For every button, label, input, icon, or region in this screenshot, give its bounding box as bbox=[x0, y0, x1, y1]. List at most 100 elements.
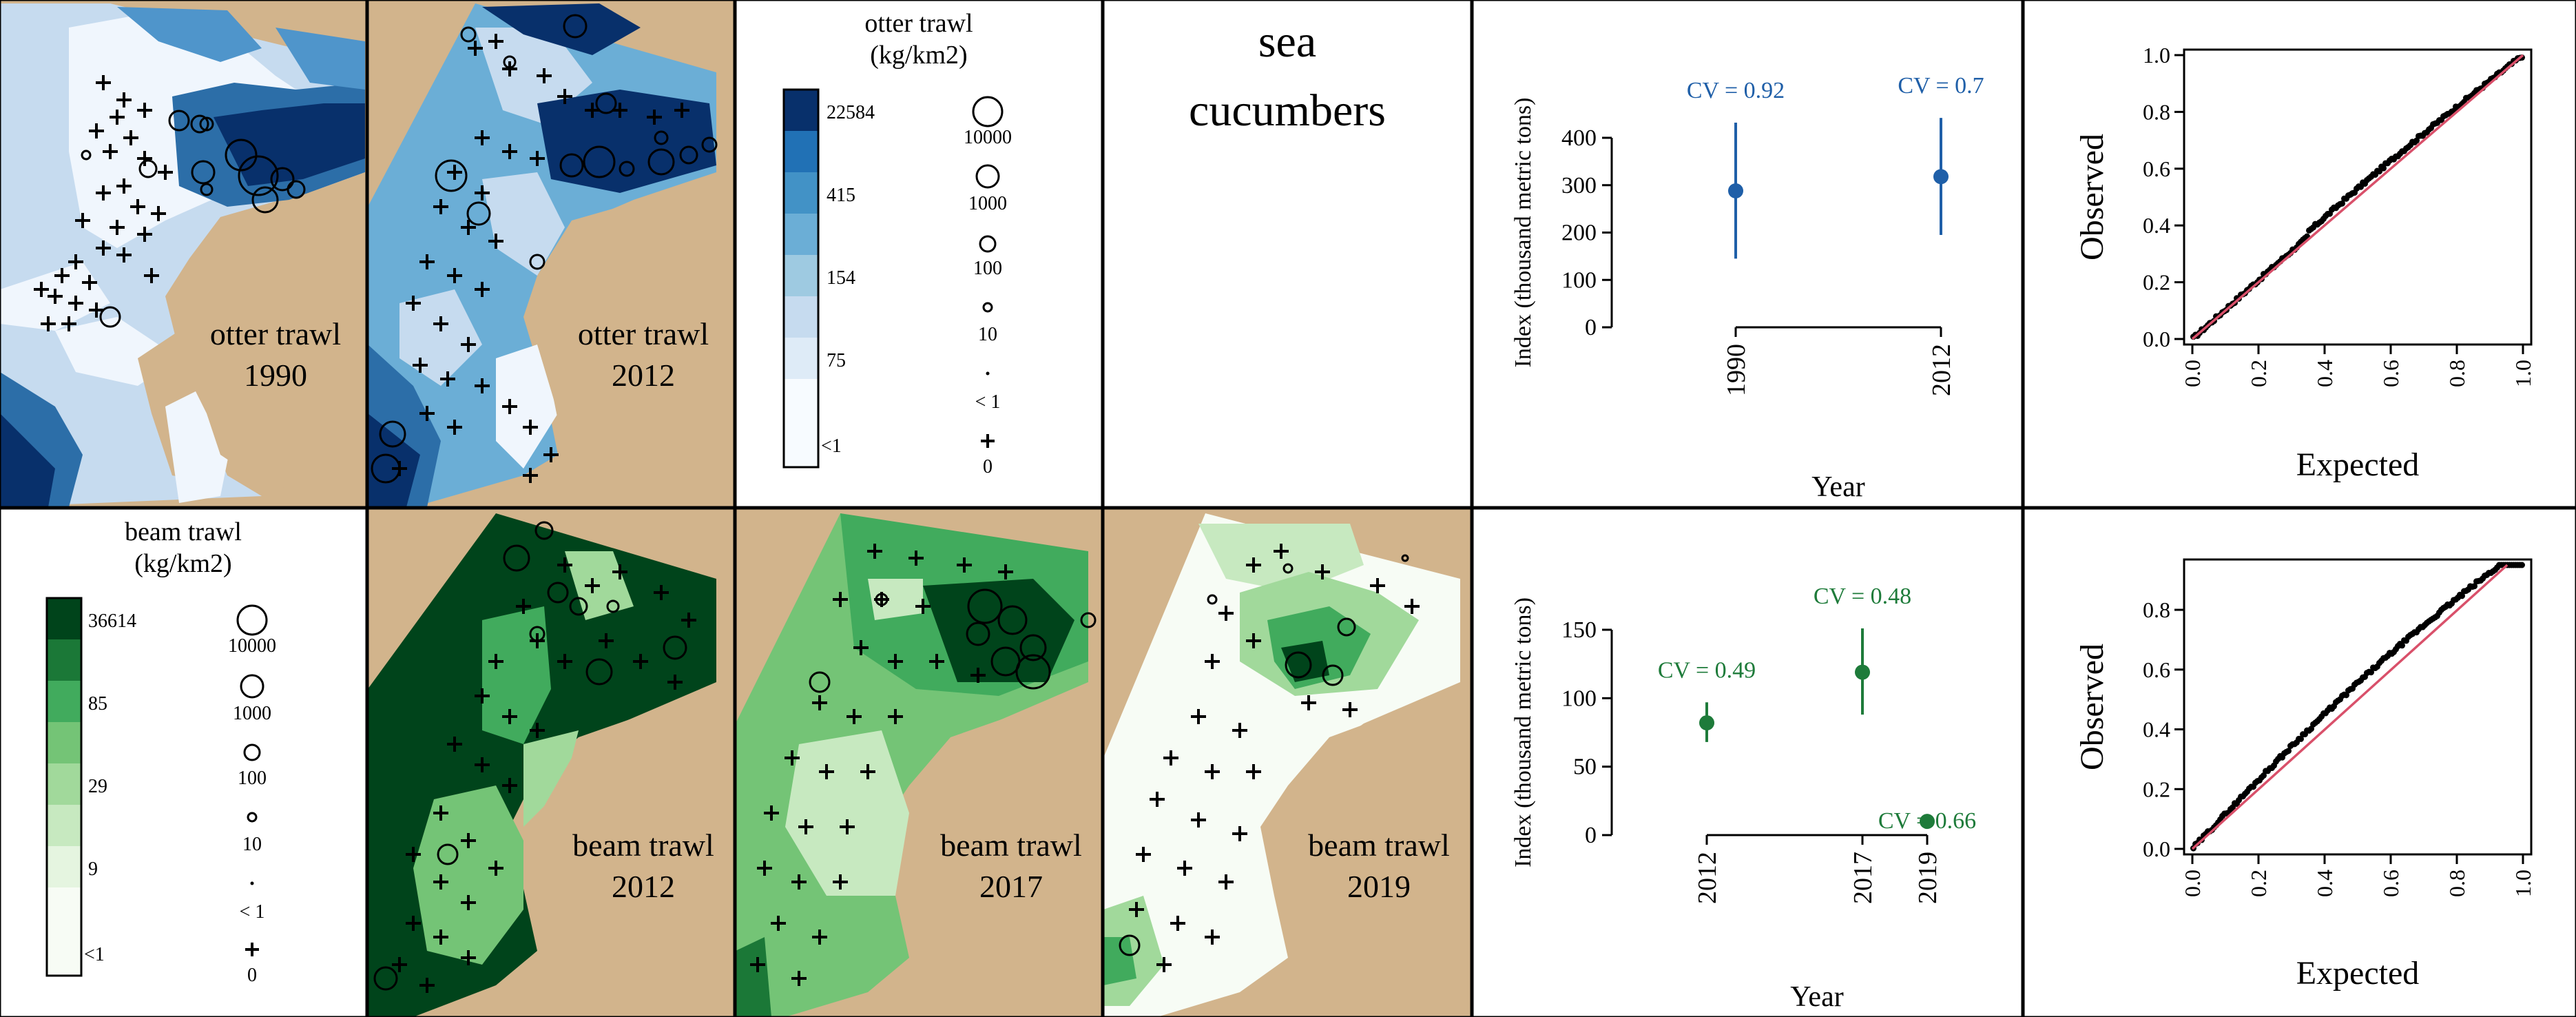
otter-1990-zero-catch-marker bbox=[137, 151, 152, 166]
species-label-line1: sea bbox=[1258, 17, 1316, 67]
cv-label: CV = 0.7 bbox=[1898, 73, 1984, 99]
beam-bubble-label-6: 0 bbox=[247, 965, 257, 986]
beam-2017-zero-catch-marker bbox=[791, 971, 807, 986]
otter-2012-zero-catch-marker bbox=[523, 420, 538, 435]
otter-2012-zero-catch-marker bbox=[488, 34, 503, 49]
otter-2012-zero-catch-marker bbox=[419, 254, 435, 269]
beam-2019-zero-catch-marker bbox=[1191, 812, 1206, 828]
otter-2012-zero-catch-marker bbox=[523, 468, 538, 483]
otter-2012-zero-catch-marker bbox=[585, 103, 600, 118]
otter-2012-zero-catch-marker bbox=[468, 41, 483, 56]
otter-2012-zero-catch-marker bbox=[502, 144, 517, 159]
map-5-year-label: 2019 bbox=[1347, 869, 1411, 904]
otter-1990-zero-catch-marker bbox=[137, 103, 152, 118]
otter-2012-zero-catch-marker bbox=[440, 371, 455, 387]
beam-color-label-2: 85 bbox=[88, 693, 107, 715]
otter-1990-zero-catch-marker bbox=[130, 199, 145, 214]
beam-2012-zero-catch-marker bbox=[502, 778, 517, 793]
beam-2019-catch-bubble bbox=[1337, 617, 1356, 637]
otter-2012-zero-catch-marker bbox=[447, 165, 462, 180]
map-4-year-label: 2017 bbox=[979, 869, 1043, 904]
beam-2012-catch-bubble bbox=[569, 597, 588, 616]
x-tick-label: 0.6 bbox=[2378, 360, 2403, 387]
beam-2017-zero-catch-marker bbox=[929, 654, 944, 669]
beam-2012-zero-catch-marker bbox=[406, 916, 421, 931]
otter-color-label-3: 154 bbox=[827, 267, 855, 289]
otter-2012-catch-bubble bbox=[583, 145, 616, 178]
beam-2017-zero-catch-marker bbox=[908, 551, 924, 566]
qq-point bbox=[2343, 692, 2349, 699]
otter-1990-zero-catch-marker bbox=[110, 110, 125, 125]
x-tick-label: 0.6 bbox=[2378, 870, 2403, 897]
cv-label: CV = 0.92 bbox=[1687, 78, 1785, 103]
beam-2019-catch-bubble bbox=[1207, 594, 1218, 605]
beam-2012-zero-catch-marker bbox=[502, 709, 517, 724]
otter-2012-catch-bubble bbox=[466, 201, 491, 226]
otter-bubble-label-1: 10000 bbox=[964, 127, 1012, 148]
qq-point bbox=[2298, 735, 2304, 742]
otter-1990-zero-catch-marker bbox=[137, 227, 152, 242]
otter-2012-catch-bubble bbox=[647, 148, 675, 176]
otter-1990-zero-catch-marker bbox=[48, 289, 63, 304]
otter-1990-catch-bubble bbox=[225, 138, 258, 172]
y-tick-label: 1.0 bbox=[2143, 43, 2170, 68]
otter-1990-zero-catch-marker bbox=[54, 268, 70, 283]
y-tick-label: 0.4 bbox=[2143, 717, 2170, 742]
beam-2019-zero-catch-marker bbox=[1404, 599, 1420, 614]
beam-2017-zero-catch-marker bbox=[888, 709, 903, 724]
otter-1990-zero-catch-marker bbox=[41, 316, 56, 331]
y-tick-label: 0.2 bbox=[2143, 777, 2170, 801]
beam-2012-zero-catch-marker bbox=[392, 957, 407, 972]
beam-2012-catch-bubble bbox=[503, 544, 530, 572]
beam-2017-zero-catch-marker bbox=[998, 564, 1013, 579]
map-2-gear-label: otter trawl bbox=[578, 316, 709, 351]
beam-2019-zero-catch-marker bbox=[1205, 654, 1220, 669]
y-tick-label: 200 bbox=[1561, 220, 1597, 246]
beam-2017-catch-bubble bbox=[1019, 634, 1047, 661]
otter-1990-zero-catch-marker bbox=[123, 130, 138, 145]
beam-2012-zero-catch-marker bbox=[654, 585, 669, 600]
beam-bubble-lt1 bbox=[250, 881, 254, 885]
otter-1990-zero-catch-marker bbox=[89, 302, 104, 318]
beam-2017-zero-catch-marker bbox=[750, 957, 765, 972]
map-4-gear-label: beam trawl bbox=[940, 828, 1082, 863]
index-chart-bottom: 0 50 100 150 Index (thousand metric tons) Yea… bbox=[1510, 584, 1976, 1013]
beam-2019-zero-catch-marker bbox=[1301, 695, 1316, 710]
otter-1990-zero-catch-marker bbox=[61, 316, 76, 331]
beam-2012-catch-bubble bbox=[529, 626, 546, 642]
otter-2012-zero-catch-marker bbox=[530, 151, 545, 166]
beam-2017-zero-catch-marker bbox=[771, 916, 786, 931]
y-tick-label: 0.6 bbox=[2143, 156, 2170, 181]
otter-2012-zero-catch-marker bbox=[413, 358, 428, 373]
x-tick-label: 0.0 bbox=[2180, 870, 2205, 897]
beam-2012-zero-catch-marker bbox=[599, 633, 614, 648]
map-5-gear-label: beam trawl bbox=[1308, 828, 1450, 863]
y-tick-label: 100 bbox=[1561, 686, 1597, 711]
beam-2012-zero-catch-marker bbox=[406, 847, 421, 862]
index-point bbox=[1855, 664, 1870, 680]
map-3-gear-label: beam trawl bbox=[572, 828, 714, 863]
otter-1990-zero-catch-marker bbox=[75, 213, 90, 228]
beam-2017-zero-catch-marker bbox=[867, 544, 882, 559]
y-axis-title: Index (thousand metric tons) bbox=[1510, 98, 1536, 368]
beam-2017-zero-catch-marker bbox=[888, 654, 903, 669]
otter-legend-title-1: otter trawl bbox=[864, 9, 973, 38]
beam-2012-zero-catch-marker bbox=[461, 950, 476, 965]
otter-1990-zero-catch-marker bbox=[144, 268, 159, 283]
qq-point bbox=[2285, 748, 2292, 754]
otter-2012-zero-catch-marker bbox=[475, 282, 490, 297]
beam-plus-symbol bbox=[245, 943, 259, 956]
beam-2019-zero-catch-marker bbox=[1274, 544, 1289, 559]
otter-2012-zero-catch-marker bbox=[475, 130, 490, 145]
beam-2019-zero-catch-marker bbox=[1205, 764, 1220, 779]
species-label-line2: cucumbers bbox=[1189, 85, 1386, 136]
x-axis-title: Expected bbox=[2296, 446, 2420, 483]
beam-2019-catch-bubble bbox=[1401, 554, 1409, 562]
map-beam-2012 bbox=[368, 508, 734, 1017]
x-axis-title: Year bbox=[1790, 981, 1843, 1013]
otter-2012-catch-bubble bbox=[619, 161, 635, 177]
beam-2017-catch-bubble bbox=[809, 671, 831, 693]
beam-2019-catch-bubble bbox=[1119, 934, 1141, 956]
y-tick-label: 0.6 bbox=[2143, 657, 2170, 682]
